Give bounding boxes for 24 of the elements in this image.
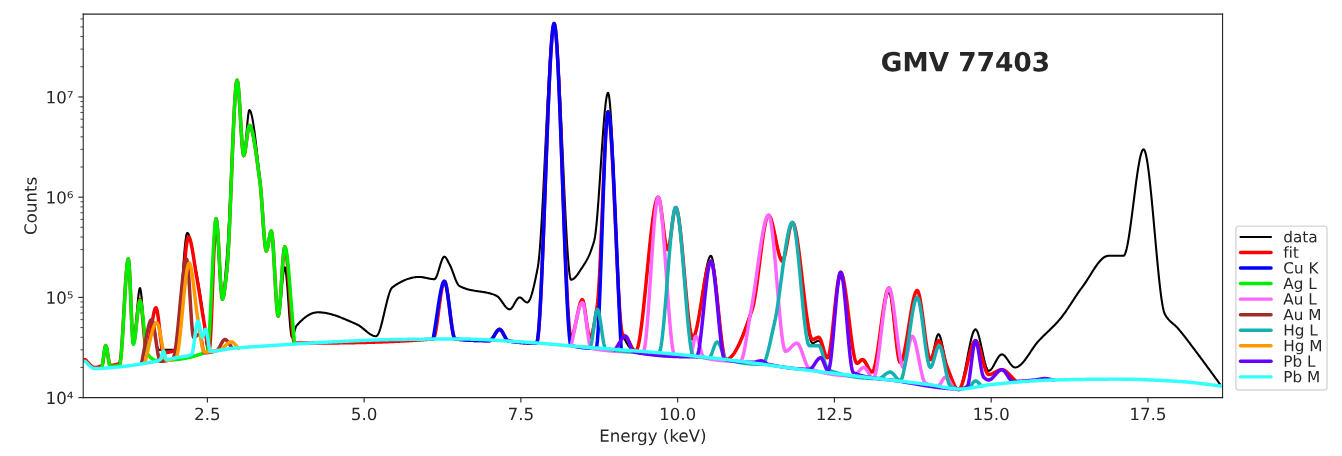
x-tick-label: 17.5 [1131,407,1166,421]
x-tick-label: 12.5 [817,407,852,421]
legend-label: Au L [1283,293,1317,305]
y-tick-label: 10⁵ [47,291,73,304]
x-tick-label: 7.5 [509,407,533,421]
text: GMV 77403 [882,51,1048,72]
y-tick-label: 10⁴ [47,391,73,405]
legend-label: Hg M [1284,339,1321,355]
legend-label: fit [1283,246,1299,258]
legend-label: Hg L [1284,324,1318,339]
x-tick-label: 10.0 [660,407,696,421]
legend-label: Pb M [1284,370,1319,383]
legend-label: Cu K [1284,262,1319,274]
y-axis-title: Counts [24,177,37,235]
x-tick-label: 15.0 [974,407,1009,421]
y-tick-label: 10⁶ [47,191,73,204]
y-tick-label: 10⁷ [47,90,73,104]
legend-label: data [1284,230,1317,243]
x-tick-label: 2.5 [195,407,220,421]
legend-label: Au M [1283,308,1320,321]
x-tick-label: 5.0 [352,407,377,421]
x-axis-title: Energy (keV) [600,429,706,446]
legend-label: Pb L [1284,355,1316,367]
legend-label: Ag L [1283,277,1317,293]
